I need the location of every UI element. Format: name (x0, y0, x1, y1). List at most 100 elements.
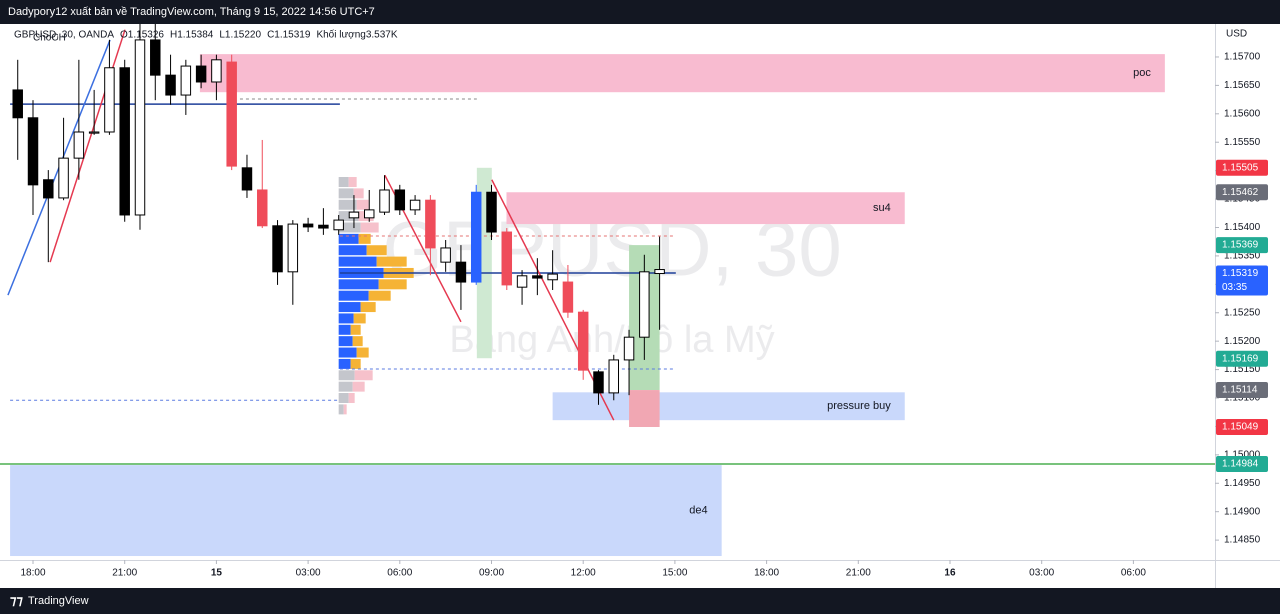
legend-item: Khối lượng3.537K (316, 29, 397, 41)
y-tick-label: 1.15250 (1224, 307, 1261, 318)
y-tick-label: 1.15100 (1224, 393, 1261, 404)
candle-body (180, 65, 192, 96)
price-label: 1.15369 (1222, 240, 1259, 251)
price-label-box (1216, 159, 1268, 176)
legend-item: O1.15326 (120, 30, 164, 41)
profile-sell (360, 302, 376, 313)
price-label: 1.15049 (1222, 422, 1259, 433)
x-tick-label: 06:00 (1121, 568, 1146, 579)
candle-body (425, 199, 436, 249)
profile-sell (376, 256, 407, 267)
x-tick-label: 06:00 (387, 568, 412, 579)
candle-body (318, 224, 329, 229)
profile-buy (338, 336, 353, 347)
profile-buy (338, 313, 354, 324)
candle-body (226, 61, 237, 167)
profile-buy (338, 324, 351, 335)
y-tick-label: 1.14850 (1224, 535, 1261, 546)
zone (629, 390, 660, 427)
profile-sell (348, 177, 357, 188)
profile-buy (338, 245, 367, 256)
profile-buy (338, 188, 354, 199)
candle-body (440, 247, 451, 263)
candle-body (455, 261, 467, 283)
y-tick-label: 1.15700 (1224, 52, 1261, 63)
candle-body (257, 189, 268, 227)
candle-body (211, 59, 222, 83)
profile-buy (338, 347, 357, 358)
zone-label: pressure buy (827, 400, 891, 412)
profile-sell (354, 370, 373, 381)
profile-buy (338, 199, 357, 210)
candle-body (577, 311, 589, 371)
zone (10, 465, 722, 557)
y-tick-label: 1.14900 (1224, 506, 1261, 517)
profile-sell (350, 324, 361, 335)
profile-buy (338, 393, 349, 404)
annotation: ChoCH (33, 33, 66, 44)
candle-body (532, 275, 543, 279)
candle-body (134, 39, 146, 216)
profile-sell (352, 381, 365, 392)
zone (199, 54, 1165, 93)
profile-sell (360, 222, 379, 233)
profile-sell (366, 245, 387, 256)
y-tick-label: 1.15350 (1224, 251, 1261, 262)
price-label-box (1216, 350, 1268, 367)
candle-body (394, 189, 406, 211)
candle-body (608, 359, 620, 394)
y-tick-label: 1.15200 (1224, 336, 1261, 347)
candle-body (104, 67, 115, 133)
x-tick-label: 09:00 (479, 568, 504, 579)
price-label-box (1216, 455, 1268, 472)
candle-body (58, 157, 69, 199)
y-tick-label: 1.15600 (1224, 108, 1261, 119)
zone (506, 192, 905, 225)
x-tick-label: 16 (944, 568, 956, 579)
y-tick-label: 1.15400 (1224, 222, 1261, 233)
profile-sell (343, 404, 347, 415)
profile-buy (338, 211, 359, 222)
candle-body (302, 223, 314, 228)
profile-buy (338, 233, 359, 244)
legend-item: GBPUSD, 30, OANDA (14, 30, 114, 41)
x-tick-label: 15:00 (662, 568, 687, 579)
candle-body (27, 117, 39, 186)
profile-buy (338, 290, 369, 301)
zone-label: de4 (689, 504, 707, 516)
profile-buy (338, 177, 349, 188)
profile-sell (348, 393, 355, 404)
profile-sell (368, 290, 391, 301)
price-label-box (1216, 418, 1268, 435)
profile-sell (356, 199, 369, 210)
candle-body (12, 89, 23, 119)
price-label-box (1216, 237, 1268, 254)
header-bar (0, 0, 1280, 24)
x-tick-label: 03:00 (296, 568, 321, 579)
profile-buy (338, 222, 361, 233)
x-tick-label: 21:00 (846, 568, 871, 579)
candle-body (119, 67, 130, 216)
candle-body (639, 271, 650, 338)
candle-body (623, 336, 635, 361)
price-label-box (1216, 184, 1268, 201)
profile-buy (338, 370, 355, 381)
legend-item: H1.15384 (170, 30, 214, 41)
candle-body (241, 167, 253, 191)
y-unit: USD (1226, 29, 1247, 40)
profile-buy (338, 358, 351, 369)
profile-buy (338, 279, 379, 290)
price-label: 1.15169 (1222, 353, 1259, 364)
y-tick-label: 1.15650 (1224, 80, 1261, 91)
x-tick-label: 18:00 (754, 568, 779, 579)
price-label-box (1216, 265, 1268, 296)
price-label: 1.15319 (1222, 268, 1259, 279)
candle-body (150, 39, 161, 76)
x-tick-label: 12:00 (571, 568, 596, 579)
candle-body (43, 179, 54, 199)
candle-body (73, 131, 85, 159)
price-countdown: 03:35 (1222, 282, 1247, 293)
candle-body (348, 211, 360, 219)
x-tick-label: 18:00 (20, 568, 45, 579)
